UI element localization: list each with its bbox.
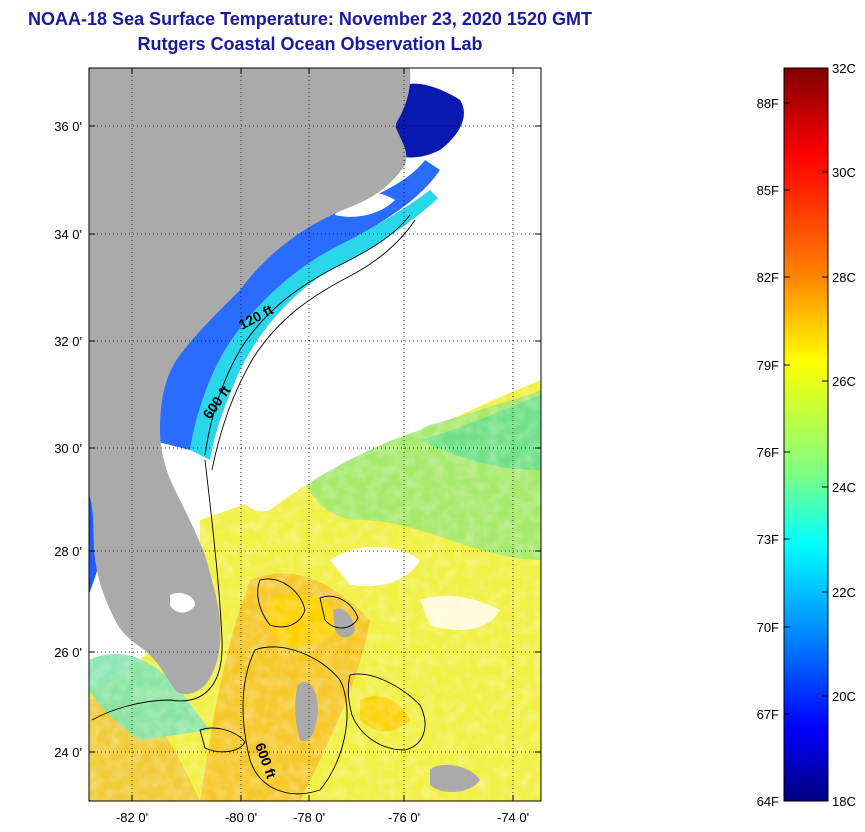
map-subtitle: Rutgers Coastal Ocean Observation Lab bbox=[137, 34, 483, 54]
land-mass bbox=[89, 68, 480, 792]
latitude-labels: 36 0' 34 0' 32 0' 30 0' 28 0' 26 0' 24 0… bbox=[54, 119, 82, 760]
lat-label: 36 0' bbox=[54, 119, 82, 134]
map-ticks bbox=[89, 68, 541, 801]
celsius-label: 32C bbox=[832, 61, 856, 76]
fahrenheit-label: 85F bbox=[757, 183, 779, 198]
celsius-label: 18C bbox=[832, 794, 856, 809]
map-frame bbox=[88, 67, 542, 802]
lat-label: 26 0' bbox=[54, 645, 82, 660]
lon-label: -82 0' bbox=[116, 810, 148, 825]
depth-contours bbox=[91, 214, 426, 795]
fahrenheit-label: 88F bbox=[757, 96, 779, 111]
fahrenheit-label: 76F bbox=[757, 445, 779, 460]
celsius-label: 28C bbox=[832, 270, 856, 285]
lat-label: 28 0' bbox=[54, 544, 82, 559]
celsius-label: 24C bbox=[832, 480, 856, 495]
map-grid bbox=[89, 68, 541, 801]
map-title: NOAA-18 Sea Surface Temperature: Novembe… bbox=[28, 9, 592, 29]
fahrenheit-label: 73F bbox=[757, 532, 779, 547]
fahrenheit-label: 82F bbox=[757, 270, 779, 285]
lon-label: -80 0' bbox=[225, 810, 257, 825]
celsius-label: 26C bbox=[832, 374, 856, 389]
celsius-label: 20C bbox=[832, 689, 856, 704]
longitude-labels: -82 0' -80 0' -78 0' -76 0' -74 0' bbox=[116, 810, 529, 825]
sst-map: 120 ft 600 ft 600 ft bbox=[89, 68, 541, 801]
colorbar-ticks bbox=[784, 67, 828, 802]
lon-label: -78 0' bbox=[293, 810, 325, 825]
colorbar-gradient bbox=[783, 67, 829, 802]
temperature-colorbar: 88F 85F 82F 79F 76F 73F 70F 67F 64F 32C … bbox=[757, 61, 856, 809]
lat-label: 24 0' bbox=[54, 745, 82, 760]
fahrenheit-label: 70F bbox=[757, 620, 779, 635]
celsius-label: 30C bbox=[832, 165, 856, 180]
lon-label: -76 0' bbox=[388, 810, 420, 825]
fahrenheit-label: 79F bbox=[757, 358, 779, 373]
colorbar-fahrenheit-labels: 88F 85F 82F 79F 76F 73F 70F 67F 64F bbox=[757, 96, 779, 809]
fahrenheit-label: 64F bbox=[757, 794, 779, 809]
colorbar-celsius-labels: 32C 30C 28C 26C 24C 22C 20C 18C bbox=[832, 61, 856, 809]
lon-label: -74 0' bbox=[497, 810, 529, 825]
lat-label: 32 0' bbox=[54, 334, 82, 349]
celsius-label: 22C bbox=[832, 585, 856, 600]
lat-label: 34 0' bbox=[54, 227, 82, 242]
lat-label: 30 0' bbox=[54, 441, 82, 456]
fahrenheit-label: 67F bbox=[757, 707, 779, 722]
